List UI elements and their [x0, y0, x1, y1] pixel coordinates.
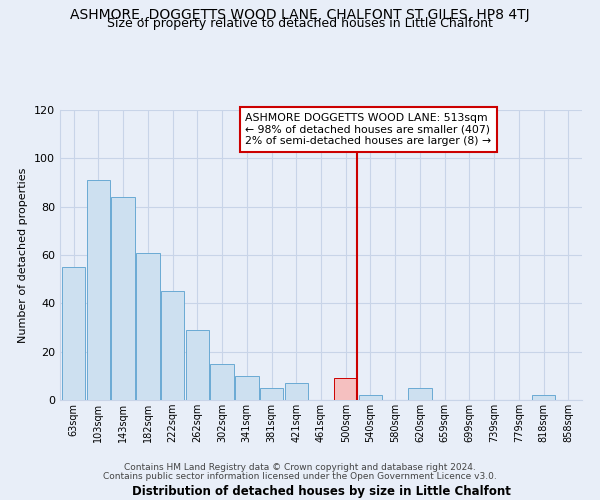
Bar: [86, 180, 110, 400]
Bar: [185, 330, 209, 400]
Bar: [161, 291, 184, 400]
Bar: [210, 364, 234, 400]
Bar: [112, 197, 135, 400]
Text: Distribution of detached houses by size in Little Chalfont: Distribution of detached houses by size …: [131, 484, 511, 498]
Bar: [136, 252, 160, 400]
Text: Size of property relative to detached houses in Little Chalfont: Size of property relative to detached ho…: [107, 18, 493, 30]
Text: ASHMORE, DOGGETTS WOOD LANE, CHALFONT ST GILES, HP8 4TJ: ASHMORE, DOGGETTS WOOD LANE, CHALFONT ST…: [70, 8, 530, 22]
Bar: [260, 388, 283, 400]
Text: ASHMORE DOGGETTS WOOD LANE: 513sqm
← 98% of detached houses are smaller (407)
2%: ASHMORE DOGGETTS WOOD LANE: 513sqm ← 98%…: [245, 113, 491, 146]
Text: Contains HM Land Registry data © Crown copyright and database right 2024.: Contains HM Land Registry data © Crown c…: [124, 464, 476, 472]
Bar: [359, 395, 382, 400]
Bar: [334, 378, 358, 400]
Bar: [235, 376, 259, 400]
Bar: [284, 383, 308, 400]
Y-axis label: Number of detached properties: Number of detached properties: [19, 168, 28, 342]
Bar: [532, 395, 556, 400]
Bar: [408, 388, 432, 400]
Bar: [62, 267, 85, 400]
Text: Contains public sector information licensed under the Open Government Licence v3: Contains public sector information licen…: [103, 472, 497, 481]
